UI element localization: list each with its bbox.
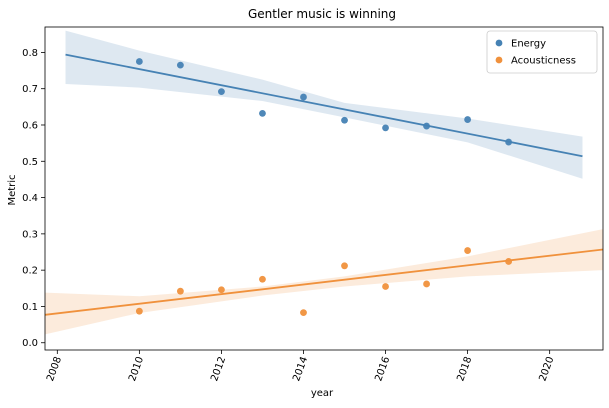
data-point-energy — [176, 61, 184, 69]
data-point-energy — [218, 88, 225, 95]
data-point-acousticness — [341, 262, 348, 270]
y-tick-label: 0.2 — [22, 266, 38, 277]
legend-label-acousticness: Acousticness — [511, 56, 576, 67]
plot-frame — [44, 26, 604, 351]
legend-box — [486, 30, 598, 74]
y-tick-label: 0.3 — [22, 229, 38, 240]
x-tick-label: 2014 — [291, 355, 310, 383]
legend-marker-acousticness — [495, 56, 503, 64]
data-point-energy — [382, 124, 389, 132]
data-point-acousticness — [423, 280, 430, 288]
chart-title: Gentler music is winning — [248, 7, 396, 21]
y-tick-label: 0.8 — [22, 48, 38, 59]
data-point-acousticness — [382, 283, 389, 290]
x-axis-label: year — [311, 388, 334, 399]
plot-area: 0.0 0.1 0.2 0.3 0.4 0.5 0.6 0.7 0.8 2008 2010 2012 2… — [22, 26, 604, 383]
legend: Energy Acousticness — [486, 30, 598, 74]
y-tick-label: 0.7 — [22, 84, 38, 95]
x-tick-label: 2016 — [373, 355, 392, 383]
data-point-acousticness — [300, 309, 307, 317]
y-tick-label: 0.6 — [22, 120, 38, 131]
data-point-energy — [300, 93, 307, 101]
data-point-acousticness — [218, 286, 225, 294]
x-tick-label: 2012 — [209, 355, 228, 383]
x-tick-label: 2020 — [537, 355, 556, 383]
data-point-energy — [135, 58, 143, 65]
legend-label-energy: Energy — [511, 39, 546, 50]
x-tick-label: 2008 — [45, 355, 64, 383]
y-tick-label: 0.5 — [22, 157, 38, 168]
x-tick-label: 2018 — [455, 355, 474, 383]
data-point-acousticness — [135, 307, 143, 315]
data-point-energy — [423, 122, 430, 130]
legend-marker-energy — [495, 39, 503, 47]
series-layer — [45, 30, 603, 335]
data-point-energy — [505, 138, 513, 146]
y-tick-label: 0.1 — [22, 302, 38, 313]
data-point-energy — [259, 109, 266, 117]
y-axis-label: Metric — [7, 174, 18, 205]
regression-line-acousticness — [45, 248, 603, 316]
y-tick-label: 0.4 — [22, 193, 38, 204]
data-point-acousticness — [464, 247, 472, 254]
data-point-acousticness — [505, 258, 513, 265]
data-point-acousticness — [259, 275, 266, 283]
data-point-acousticness — [176, 287, 184, 295]
x-tick-label: 2010 — [127, 355, 146, 383]
data-point-energy — [464, 116, 472, 123]
y-tick-label: 0.0 — [22, 338, 38, 349]
regression-line-energy — [65, 53, 583, 158]
data-point-energy — [341, 116, 348, 124]
